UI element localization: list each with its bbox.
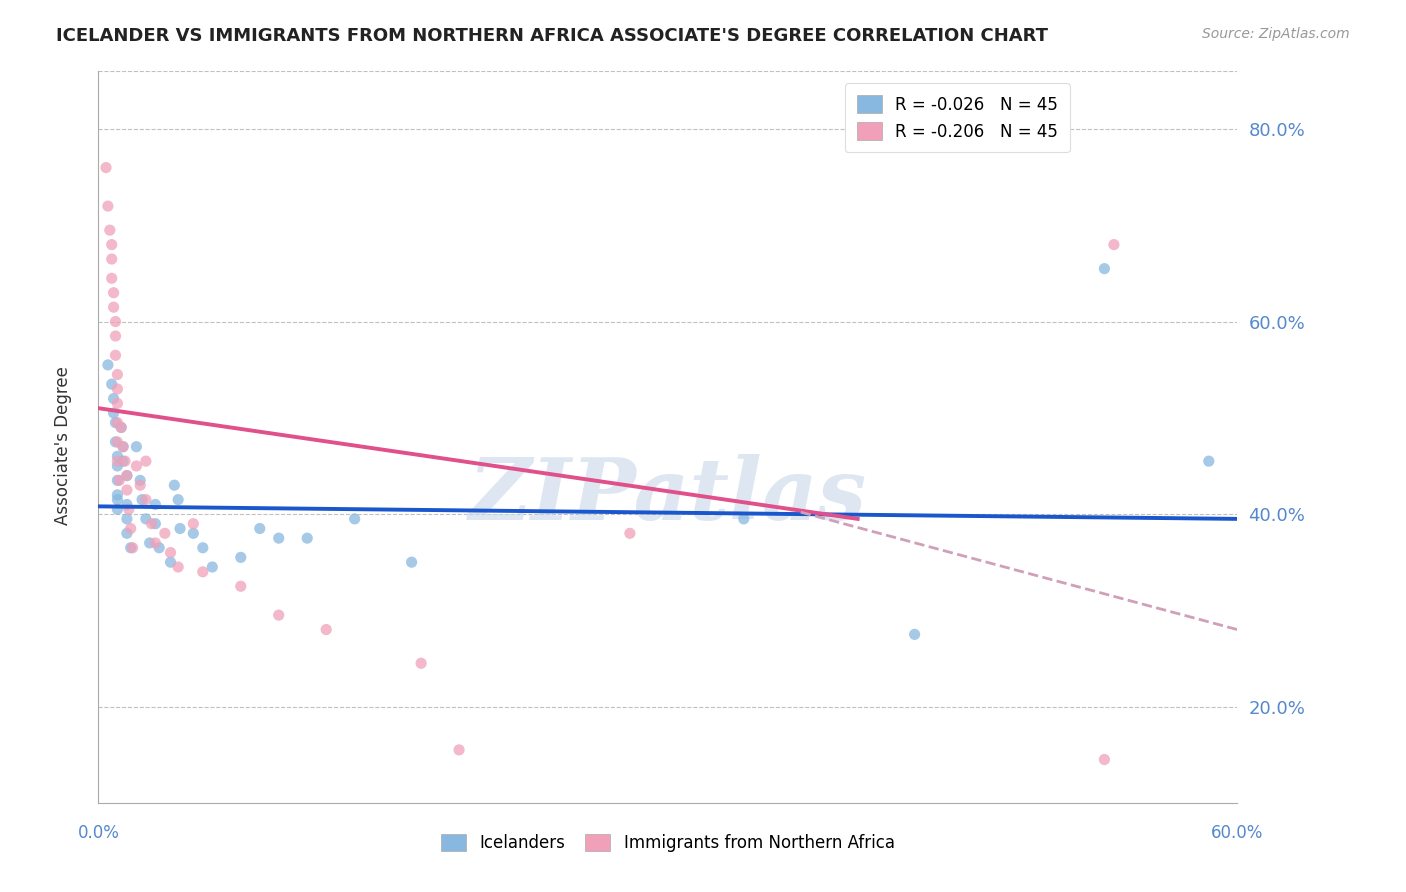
Point [141,516,163,531]
Point [100,252,122,266]
Point [125,440,148,454]
Point [107,474,129,488]
Point [145,498,167,512]
Point [112,440,135,454]
Point [100,237,122,252]
Point [114,454,136,468]
Point [104,329,127,343]
Point [449,743,471,757]
Point [904,627,927,641]
Point [115,483,138,497]
Point [145,536,167,550]
Text: Associate's Degree: Associate's Degree [55,367,72,525]
Text: ZIPatlas: ZIPatlas [468,454,868,537]
Text: Source: ZipAtlas.com: Source: ZipAtlas.com [1202,27,1350,41]
Point [97,358,120,372]
Point [115,468,138,483]
Point [183,516,205,531]
Point [131,492,153,507]
Point [135,512,157,526]
Point [191,541,214,555]
Point [103,300,125,314]
Point [121,541,143,555]
Point [1094,261,1116,276]
Point [733,512,755,526]
Point [267,608,290,623]
Point [159,555,181,569]
Point [135,454,157,468]
Point [112,440,135,454]
Point [107,382,129,396]
Point [249,521,271,535]
Legend: R = -0.026   N = 45, R = -0.206   N = 45: R = -0.026 N = 45, R = -0.206 N = 45 [845,83,1070,153]
Point [110,420,132,434]
Point [145,516,167,531]
Point [148,541,170,555]
Point [104,416,127,430]
Point [94,161,117,175]
Point [107,434,129,449]
Point [112,454,135,468]
Point [115,526,138,541]
Point [115,498,138,512]
Point [118,502,141,516]
Point [315,623,337,637]
Point [229,550,252,565]
Point [297,531,319,545]
Point [108,474,131,488]
Point [120,541,142,555]
Point [115,512,138,526]
Point [619,526,641,541]
Point [401,555,423,569]
Point [169,521,191,535]
Point [163,478,186,492]
Point [167,492,190,507]
Point [229,579,252,593]
Point [183,526,205,541]
Point [191,565,214,579]
Point [129,478,152,492]
Point [104,315,127,329]
Point [100,377,122,392]
Point [135,492,157,507]
Point [411,657,433,671]
Point [115,468,138,483]
Text: 60.0%: 60.0% [1211,823,1264,841]
Point [167,560,190,574]
Point [103,285,125,300]
Text: 0.0%: 0.0% [77,823,120,841]
Point [1102,237,1125,252]
Point [107,492,129,507]
Point [103,392,125,406]
Point [1198,454,1220,468]
Point [153,526,176,541]
Point [107,450,129,464]
Point [107,458,129,473]
Point [138,536,160,550]
Point [343,512,366,526]
Point [107,416,129,430]
Point [201,560,224,574]
Point [107,502,129,516]
Point [104,434,127,449]
Point [125,458,148,473]
Point [159,545,181,559]
Point [107,368,129,382]
Point [97,199,120,213]
Point [107,454,129,468]
Point [103,406,125,420]
Point [98,223,121,237]
Point [104,348,127,362]
Point [107,396,129,410]
Point [267,531,290,545]
Text: ICELANDER VS IMMIGRANTS FROM NORTHERN AFRICA ASSOCIATE'S DEGREE CORRELATION CHAR: ICELANDER VS IMMIGRANTS FROM NORTHERN AF… [56,27,1049,45]
Point [110,420,132,434]
Point [120,521,142,535]
Point [1094,752,1116,766]
Point [129,474,152,488]
Point [100,271,122,285]
Point [107,488,129,502]
